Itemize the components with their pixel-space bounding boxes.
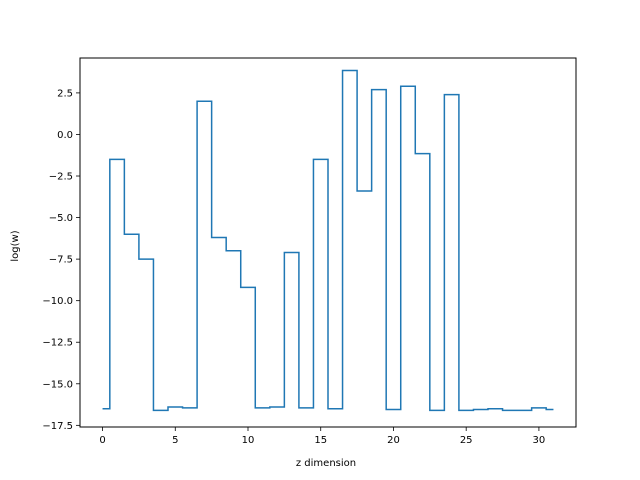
x-axis-label: z dimension: [296, 458, 356, 469]
x-tick-label: 15: [314, 435, 327, 446]
y-tick-label: 0.0: [57, 130, 73, 141]
x-tick-label: 10: [242, 435, 255, 446]
x-tick-label: 0: [99, 435, 105, 446]
axes-frame: [79, 57, 577, 428]
y-axis-label: log(w): [10, 230, 21, 261]
y-tick-label: −10.0: [42, 296, 73, 307]
x-tick-label: 20: [387, 435, 400, 446]
y-tick-label: −7.5: [49, 255, 73, 266]
x-tick-label: 5: [172, 435, 178, 446]
y-tick-label: −17.5: [42, 421, 73, 432]
y-tick-label: −15.0: [42, 379, 73, 390]
y-tick-label: 2.5: [57, 88, 73, 99]
series-line: [102, 69, 554, 412]
x-tick-label: 30: [533, 435, 546, 446]
x-tick-label: 25: [460, 435, 473, 446]
y-tick-label: −5.0: [49, 213, 73, 224]
x-axis-ticks: 0 5 10 15 20 25 30: [99, 427, 545, 446]
y-axis-ticks: 2.5 0.0 −2.5 −5.0 −7.5 −10.0 −12.5 −15.0 −17.5: [42, 88, 80, 432]
y-tick-label: −12.5: [42, 338, 73, 349]
y-tick-label: −2.5: [49, 172, 73, 183]
plot-area: [102, 69, 554, 412]
